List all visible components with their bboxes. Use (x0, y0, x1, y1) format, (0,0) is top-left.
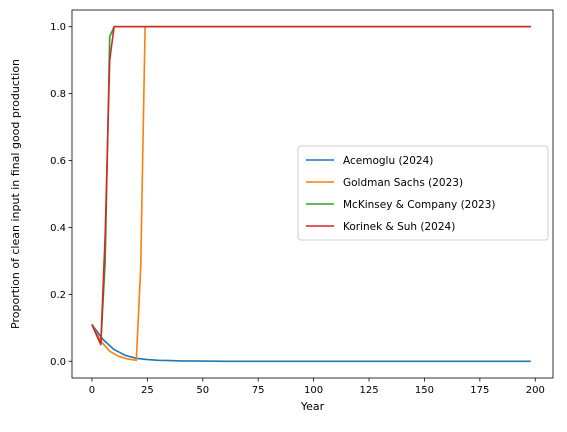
x-axis-label: Year (300, 400, 325, 413)
x-tick-label: 75 (252, 385, 265, 396)
x-tick-label: 125 (359, 385, 378, 396)
x-tick-label: 200 (526, 385, 545, 396)
series-line (91, 324, 531, 363)
legend-box (297, 145, 549, 241)
x-tick-label: 25 (141, 385, 154, 396)
y-axis-ticks: 0.0 0.2 0.4 0.6 0.8 1.0 (50, 22, 72, 368)
x-tick-label: 50 (196, 385, 209, 396)
y-tick-label: 0.4 (50, 223, 66, 234)
y-tick-label: 1.0 (50, 22, 66, 33)
series-line (91, 25, 531, 346)
y-axis-label: Proportion of clean input in final good … (9, 59, 22, 329)
y-tick-label: 0.2 (50, 290, 66, 301)
x-tick-label: 175 (470, 385, 489, 396)
y-tick-label: 0.8 (50, 89, 66, 100)
x-tick-label: 150 (415, 385, 434, 396)
y-tick-label: 0.0 (50, 357, 66, 368)
legend-label: Korinek & Suh (2024) (343, 221, 455, 233)
plot-frame (71, 9, 554, 379)
legend-label: Goldman Sachs (2023) (343, 177, 463, 189)
series-lines (91, 25, 531, 363)
x-tick-label: 100 (304, 385, 323, 396)
legend-label: Acemoglu (2024) (343, 155, 433, 167)
legend-label: McKinsey & Company (2023) (343, 199, 496, 211)
x-axis-ticks: 0 25 50 75 100 125 150 175 200 (89, 378, 545, 396)
x-tick-label: 0 (89, 385, 95, 396)
y-tick-label: 0.6 (50, 156, 66, 167)
legend: Acemoglu (2024) Goldman Sachs (2023) McKin… (297, 145, 549, 241)
